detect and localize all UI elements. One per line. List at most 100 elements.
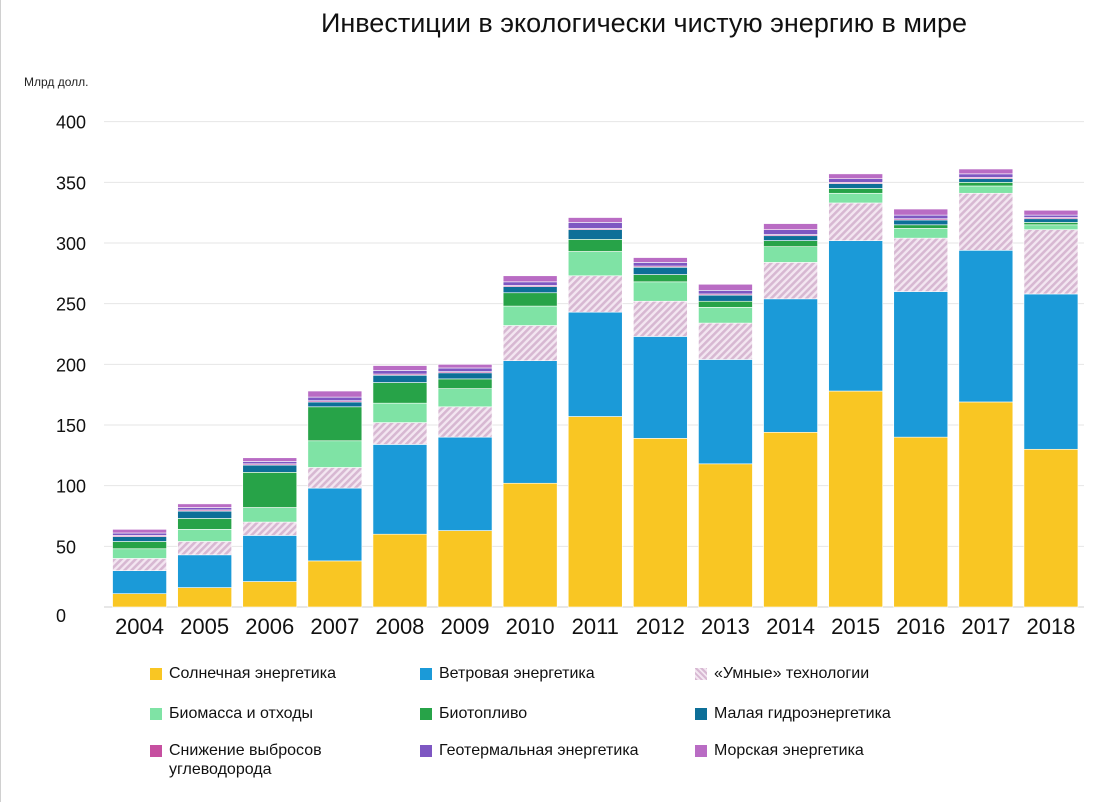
x-axis-ticks: 2004 2005 2006 2007 2008 2009 2010 2011 2012 2013… bbox=[115, 614, 1075, 639]
bar-segment bbox=[828, 390, 883, 608]
bar-segment bbox=[112, 593, 167, 608]
bar-segment bbox=[763, 262, 818, 300]
bar-segment bbox=[437, 530, 493, 608]
bar-segment bbox=[112, 558, 167, 571]
bar-segment bbox=[242, 472, 298, 508]
bar-segment bbox=[698, 290, 753, 295]
bar-segment bbox=[177, 503, 232, 508]
bar-segment bbox=[763, 431, 818, 608]
chart-title: Инвестиции в экологически чистую энергию… bbox=[320, 8, 968, 38]
bar-segment bbox=[698, 294, 753, 302]
bar-segment bbox=[242, 581, 298, 608]
x-tick-label: 2014 bbox=[766, 614, 815, 639]
bar-segment bbox=[958, 401, 1014, 608]
bar-segment bbox=[567, 229, 623, 240]
bar-stack-2013 bbox=[698, 283, 753, 608]
bar-segment bbox=[633, 281, 688, 302]
bar-segment bbox=[112, 541, 167, 550]
bar-segment bbox=[437, 406, 493, 438]
bar-segment bbox=[698, 463, 753, 608]
bar-segment bbox=[177, 518, 232, 530]
bar-segment bbox=[1023, 218, 1079, 223]
legend-label: Геотермальная энергетика bbox=[439, 742, 639, 759]
bar-segment bbox=[502, 292, 558, 307]
x-tick-label: 2010 bbox=[506, 614, 555, 639]
bar-segment bbox=[567, 222, 623, 229]
bar-segment bbox=[372, 370, 428, 375]
bar-segment bbox=[502, 281, 558, 286]
bar-segment bbox=[372, 422, 428, 445]
x-tick-label: 2012 bbox=[636, 614, 685, 639]
y-tick-label: 0 bbox=[56, 606, 66, 626]
bar-stack-2011 bbox=[567, 217, 623, 608]
bar-stack-2008 bbox=[372, 365, 428, 608]
bar-segment bbox=[307, 487, 363, 562]
bar-segment bbox=[698, 283, 753, 291]
bar-segment bbox=[242, 521, 298, 536]
legend-item: Геотермальная энергетика bbox=[420, 741, 639, 760]
bar-segment bbox=[763, 223, 818, 230]
x-tick-label: 2009 bbox=[441, 614, 490, 639]
y-tick-label: 400 bbox=[56, 113, 86, 133]
legend-swatch bbox=[695, 668, 707, 680]
bar-segment bbox=[502, 305, 558, 326]
bar-stack-2007 bbox=[307, 390, 363, 608]
bar-segment bbox=[828, 188, 883, 194]
x-tick-label: 2018 bbox=[1026, 614, 1075, 639]
bar-segment bbox=[307, 390, 363, 398]
bar-segment bbox=[893, 208, 949, 216]
bar-segment bbox=[828, 183, 883, 189]
bar-segment bbox=[177, 529, 232, 542]
bar-segment bbox=[437, 388, 493, 408]
legend-swatch bbox=[420, 668, 432, 680]
bar-segment bbox=[502, 360, 558, 484]
bar-segment bbox=[307, 440, 363, 468]
bar-segment bbox=[1023, 293, 1079, 450]
bar-segment bbox=[307, 401, 363, 408]
bar-segment bbox=[633, 262, 688, 267]
bar-segment bbox=[502, 482, 558, 608]
bar-segment bbox=[567, 217, 623, 223]
bar-stack-2010 bbox=[502, 275, 558, 608]
y-tick-label: 300 bbox=[56, 234, 86, 254]
x-tick-label: 2017 bbox=[961, 614, 1010, 639]
bar-segment bbox=[698, 307, 753, 324]
x-tick-label: 2008 bbox=[375, 614, 424, 639]
bar-segment bbox=[958, 182, 1014, 187]
bar-segment bbox=[242, 535, 298, 582]
bar-segment bbox=[112, 570, 167, 594]
bar-segment bbox=[437, 436, 493, 531]
bar-segment bbox=[502, 275, 558, 283]
chart-legend: Солнечная энергетика Ветровая энергетика «… bbox=[150, 664, 1090, 794]
bar-segment bbox=[112, 529, 167, 534]
bar-segment bbox=[112, 532, 167, 536]
bar-segment bbox=[567, 239, 623, 252]
legend-item: Биотопливо bbox=[420, 704, 527, 723]
y-tick-label: 250 bbox=[56, 295, 86, 315]
y-tick-label: 50 bbox=[56, 537, 76, 557]
bar-segment bbox=[958, 173, 1014, 178]
bar-segment bbox=[763, 229, 818, 235]
bar-segment bbox=[242, 457, 298, 462]
bar-segment bbox=[698, 322, 753, 360]
legend-label: Биомасса и отходы bbox=[169, 705, 314, 722]
bar-segment bbox=[893, 237, 949, 292]
legend-item: Малая гидроэнергетика bbox=[695, 704, 891, 723]
bar-segment bbox=[567, 311, 623, 417]
bar-segment bbox=[567, 416, 623, 608]
bar-segment bbox=[698, 359, 753, 465]
y-tick-label: 200 bbox=[56, 355, 86, 375]
legend-swatch bbox=[695, 745, 707, 757]
legend-label: Малая гидроэнергетика bbox=[714, 705, 891, 722]
bar-segment bbox=[177, 587, 232, 608]
bar-segment bbox=[177, 507, 232, 511]
bar-segment bbox=[633, 257, 688, 263]
legend-label: Морская энергетика bbox=[714, 742, 864, 759]
bar-segment bbox=[372, 444, 428, 535]
bar-segment bbox=[437, 378, 493, 389]
bar-segment bbox=[633, 300, 688, 337]
bar-segment bbox=[1023, 214, 1079, 218]
legend-item: Ветровая энергетика bbox=[420, 664, 595, 683]
bar-segment bbox=[633, 336, 688, 439]
